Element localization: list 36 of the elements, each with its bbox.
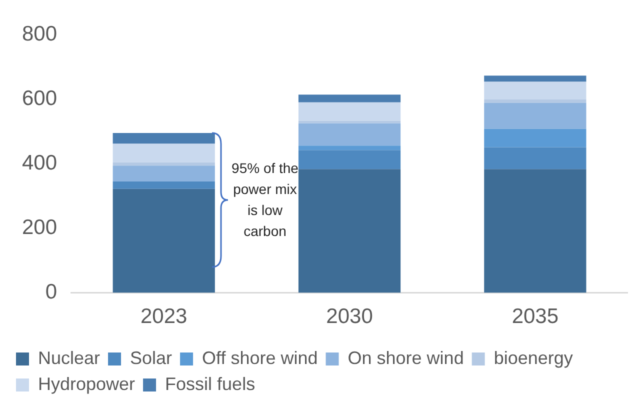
y-tick-label: 600: [22, 86, 58, 110]
y-tick-label: 0: [45, 280, 58, 304]
bar: [298, 102, 401, 121]
bar: [112, 144, 215, 162]
bar: [298, 120, 401, 124]
bar: [112, 166, 215, 182]
y-tick-label: 400: [22, 151, 58, 174]
legend-label: bioenergy: [494, 348, 573, 368]
legend-label: On shore wind: [348, 348, 464, 368]
bar: [298, 150, 401, 170]
x-tick-label: 2030: [326, 305, 373, 328]
bar: [298, 146, 401, 150]
bar: [484, 102, 586, 129]
bar: [484, 169, 586, 293]
legend-label: Fossil fuels: [165, 374, 256, 394]
legend-label: Solar: [130, 348, 172, 368]
bar: [298, 169, 401, 293]
bar: [484, 99, 586, 103]
bar: [298, 94, 401, 102]
bar: [112, 133, 215, 144]
y-tick-label: 800: [22, 22, 58, 46]
y-tick-label: 200: [22, 216, 58, 240]
bar: [112, 162, 215, 166]
legend-label: Off shore wind: [202, 348, 318, 368]
bar: [484, 147, 586, 170]
bar: [112, 188, 215, 293]
bar: [298, 123, 401, 146]
legend-label: Nuclear: [38, 348, 100, 368]
bar: [484, 82, 586, 100]
x-tick-label: 2035: [512, 305, 559, 328]
x-tick-label: 2023: [140, 305, 188, 328]
annotation: 95% of the power mix is low carbon: [230, 159, 300, 241]
legend-label: Hydropower: [38, 374, 136, 394]
bar: [484, 128, 586, 148]
bar: [112, 181, 215, 189]
bar: [484, 76, 586, 82]
